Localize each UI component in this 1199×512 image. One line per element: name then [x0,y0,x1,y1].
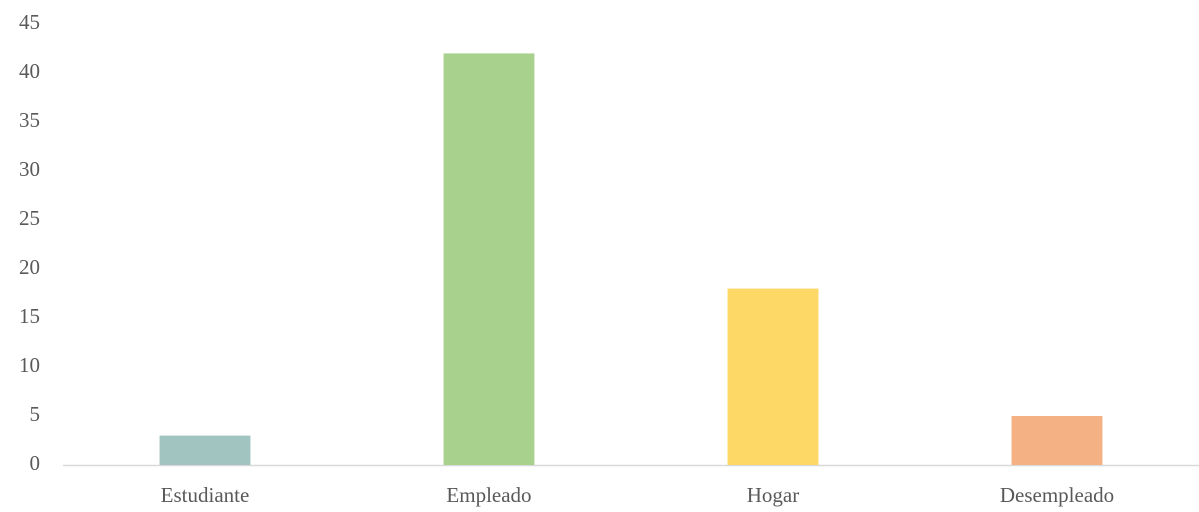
y-tick-label: 10 [19,353,40,377]
bar [159,435,251,465]
y-tick-label: 45 [19,10,40,34]
bar [1011,416,1103,465]
y-tick-label: 5 [30,402,41,426]
y-tick-label: 20 [19,255,40,279]
x-tick-label: Estudiante [161,483,250,507]
bar [443,53,535,466]
y-tick-label: 35 [19,108,40,132]
x-tick-label: Hogar [747,483,799,507]
bar [727,288,819,465]
x-tick-label: Empleado [446,483,531,507]
y-tick-label: 30 [19,157,40,181]
y-tick-label: 0 [30,451,41,475]
x-tick-label: Desempleado [1000,483,1114,507]
y-tick-label: 15 [19,304,40,328]
y-tick-label: 40 [19,59,40,83]
y-tick-label: 25 [19,206,40,230]
